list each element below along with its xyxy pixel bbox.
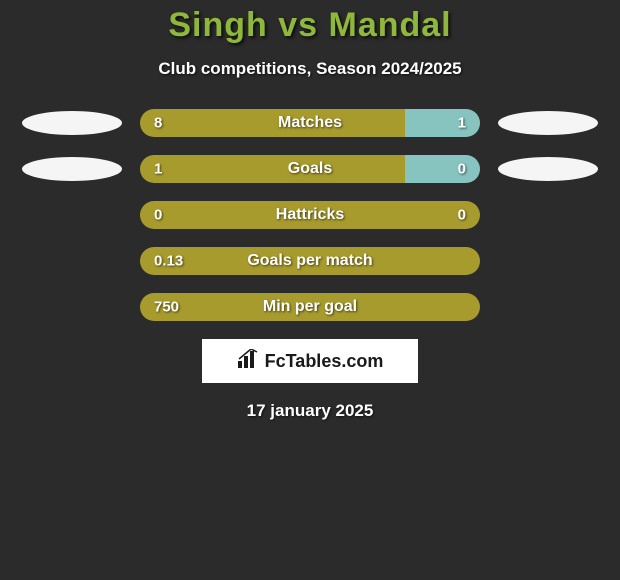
stat-bar: Goals per match 0.13 xyxy=(140,247,480,275)
stat-bar-right xyxy=(405,109,480,137)
stat-bar: Hattricks 0 0 xyxy=(140,201,480,229)
player-left-marker xyxy=(22,157,122,181)
stat-value-left: 8 xyxy=(154,115,162,132)
stat-bar-left xyxy=(140,109,405,137)
stat-value-right: 0 xyxy=(458,161,466,178)
stat-bar: Matches 8 1 xyxy=(140,109,480,137)
stat-row: Goals 1 0 xyxy=(0,155,620,183)
date-label: 17 january 2025 xyxy=(0,401,620,421)
stat-row: Hattricks 0 0 xyxy=(0,201,620,229)
brand-box: FcTables.com xyxy=(202,339,418,383)
stats-container: Matches 8 1 Goals 1 0 Hattricks 0 0 Goals per mat… xyxy=(0,109,620,321)
stat-row: Min per goal 750 xyxy=(0,293,620,321)
stat-value-left: 750 xyxy=(154,299,179,316)
stat-value-left: 0 xyxy=(154,207,162,224)
stat-label: Goals per match xyxy=(247,252,372,270)
brand-text: FcTables.com xyxy=(265,351,384,372)
stat-row: Goals per match 0.13 xyxy=(0,247,620,275)
stat-bar-left xyxy=(140,155,405,183)
stat-bar: Goals 1 0 xyxy=(140,155,480,183)
player-left-marker xyxy=(22,111,122,135)
player-right-marker xyxy=(498,157,598,181)
stat-label: Min per goal xyxy=(263,298,357,316)
stat-value-left: 0.13 xyxy=(154,253,183,270)
player-right-marker xyxy=(498,111,598,135)
subtitle: Club competitions, Season 2024/2025 xyxy=(0,59,620,79)
stat-label: Hattricks xyxy=(276,206,344,224)
page-title: Singh vs Mandal xyxy=(0,6,620,45)
bar-chart-icon xyxy=(237,349,259,374)
stat-row: Matches 8 1 xyxy=(0,109,620,137)
stat-value-right: 1 xyxy=(458,115,466,132)
stat-label: Matches xyxy=(278,114,342,132)
stat-bar: Min per goal 750 xyxy=(140,293,480,321)
stat-bar-right xyxy=(405,155,480,183)
stat-value-right: 0 xyxy=(458,207,466,224)
stat-value-left: 1 xyxy=(154,161,162,178)
stat-label: Goals xyxy=(288,160,332,178)
comparison-infographic: Singh vs Mandal Club competitions, Seaso… xyxy=(0,0,620,580)
